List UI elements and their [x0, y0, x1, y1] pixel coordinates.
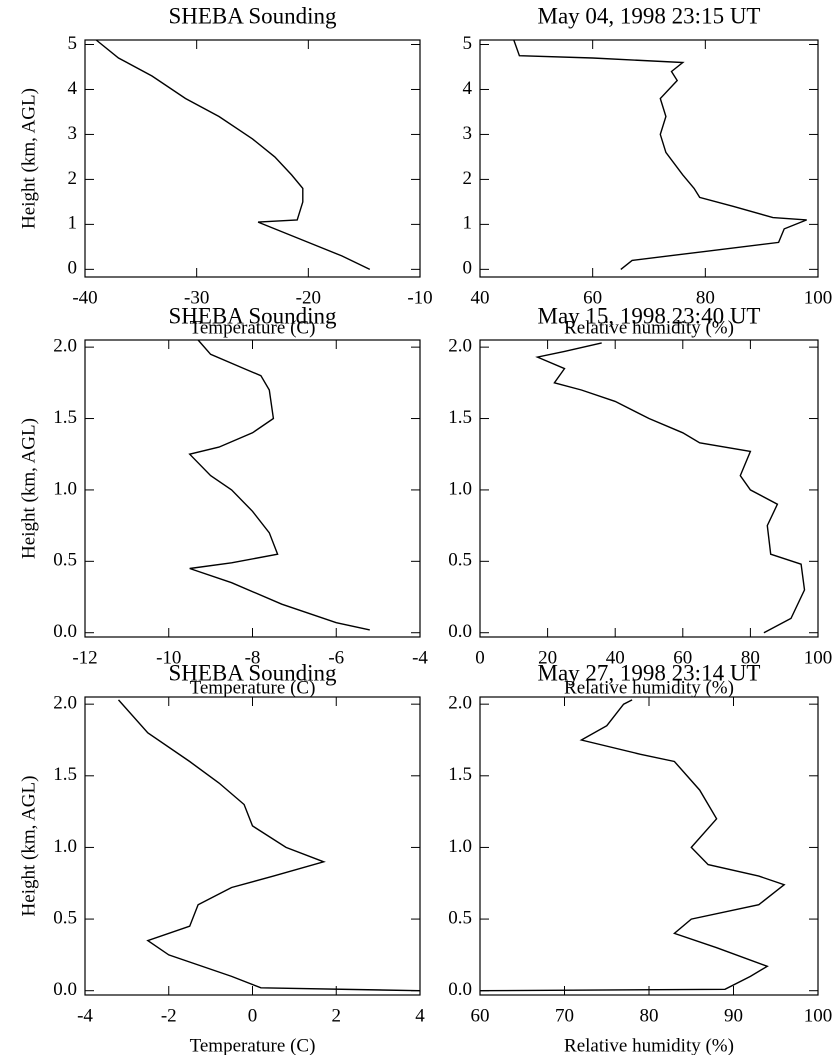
x-tick-label: 60	[583, 287, 602, 308]
y-tick-label: 5	[463, 33, 473, 54]
plot-frame	[84, 339, 421, 638]
y-tick-label: 2	[463, 168, 473, 189]
x-tick-label: 60	[471, 1005, 490, 1026]
y-tick-label: 1.5	[53, 764, 77, 785]
x-axis-label: Relative humidity (%)	[564, 1035, 734, 1055]
y-tick-label: 0.5	[448, 550, 472, 571]
y-tick-label: 1.0	[53, 836, 77, 857]
y-tick-label: 2.0	[448, 693, 472, 714]
y-axis-label: Height (km, AGL)	[18, 776, 39, 917]
y-tick-label: 2.0	[53, 335, 77, 356]
x-tick-label: -4	[77, 1005, 93, 1026]
x-axis-label: Relative humidity (%)	[564, 677, 734, 698]
y-tick-label: 3	[68, 123, 78, 144]
y-tick-label: 0	[68, 258, 78, 279]
x-tick-label: 0	[248, 1005, 258, 1026]
y-tick-label: 0.0	[448, 621, 472, 642]
y-tick-label: 0.0	[53, 979, 77, 1000]
x-tick-label: -10	[156, 647, 181, 668]
x-tick-label: 20	[538, 647, 557, 668]
x-tick-label: -8	[245, 647, 261, 668]
x-tick-label: -10	[407, 287, 432, 308]
profile-line	[513, 39, 807, 270]
x-tick-label: -30	[184, 287, 209, 308]
y-tick-label: 1	[463, 213, 473, 234]
y-tick-label: 0.0	[448, 979, 472, 1000]
y-tick-label: 0.5	[53, 907, 77, 928]
x-tick-label: 70	[555, 1005, 574, 1026]
chart-title: SHEBA Sounding	[168, 303, 337, 328]
y-tick-label: 0.5	[448, 907, 472, 928]
profile-line	[479, 699, 786, 992]
x-tick-label: 2	[332, 1005, 342, 1026]
x-tick-label: 100	[804, 1005, 833, 1026]
x-tick-label: 40	[471, 287, 490, 308]
plot-frame	[479, 696, 819, 996]
profile-line	[188, 339, 370, 631]
x-tick-label: -20	[296, 287, 321, 308]
y-tick-label: 4	[68, 78, 78, 99]
x-tick-label: -40	[72, 287, 97, 308]
profile-line	[117, 699, 421, 992]
x-tick-label: 90	[724, 1005, 743, 1026]
x-tick-label: -4	[412, 647, 428, 668]
y-tick-label: 0	[463, 258, 473, 279]
y-tick-label: 2.0	[53, 693, 77, 714]
y-tick-label: 4	[463, 78, 473, 99]
y-tick-label: 1.0	[53, 478, 77, 499]
y-tick-label: 2.0	[448, 335, 472, 356]
x-tick-label: 80	[741, 647, 760, 668]
y-tick-label: 1.5	[448, 764, 472, 785]
x-tick-label: 4	[415, 1005, 425, 1026]
y-tick-label: 1.5	[448, 407, 472, 428]
y-tick-label: 1.0	[448, 836, 472, 857]
chart-title: May 27, 1998 23:14 UT	[538, 660, 761, 685]
y-tick-label: 5	[68, 33, 78, 54]
x-axis-label: Temperature (C)	[190, 317, 316, 338]
y-axis-label: Height (km, AGL)	[18, 418, 39, 559]
x-tick-label: 80	[696, 287, 715, 308]
y-tick-label: 3	[463, 123, 473, 144]
x-tick-label: -6	[328, 647, 344, 668]
chart-title: SHEBA Sounding	[168, 660, 337, 685]
x-tick-label: 60	[673, 647, 692, 668]
y-axis-label: Height (km, AGL)	[18, 88, 39, 229]
chart-title: SHEBA Sounding	[168, 3, 337, 28]
y-tick-label: 2	[68, 168, 78, 189]
y-tick-label: 1.0	[448, 478, 472, 499]
chart-title: May 15, 1998 23:40 UT	[538, 303, 761, 328]
x-axis-label: Relative humidity (%)	[564, 317, 734, 338]
y-tick-label: 1	[68, 213, 78, 234]
x-tick-label: -12	[72, 647, 97, 668]
x-tick-label: 100	[804, 287, 833, 308]
plot-frame	[84, 696, 421, 996]
y-tick-label: 1.5	[53, 407, 77, 428]
x-tick-label: 0	[475, 647, 485, 668]
profile-line	[535, 342, 806, 634]
plot-frame	[479, 39, 819, 278]
plot-frame	[479, 339, 819, 638]
x-tick-label: 40	[606, 647, 625, 668]
x-axis-label: Temperature (C)	[190, 1035, 316, 1055]
x-tick-label: 80	[640, 1005, 659, 1026]
plot-frame	[84, 39, 421, 278]
chart-title: May 04, 1998 23:15 UT	[538, 3, 761, 28]
x-axis-label: Temperature (C)	[190, 677, 316, 698]
profile-line	[95, 39, 371, 271]
y-tick-label: 0.5	[53, 550, 77, 571]
x-tick-label: -2	[161, 1005, 177, 1026]
x-tick-label: 100	[804, 647, 833, 668]
y-tick-label: 0.0	[53, 621, 77, 642]
